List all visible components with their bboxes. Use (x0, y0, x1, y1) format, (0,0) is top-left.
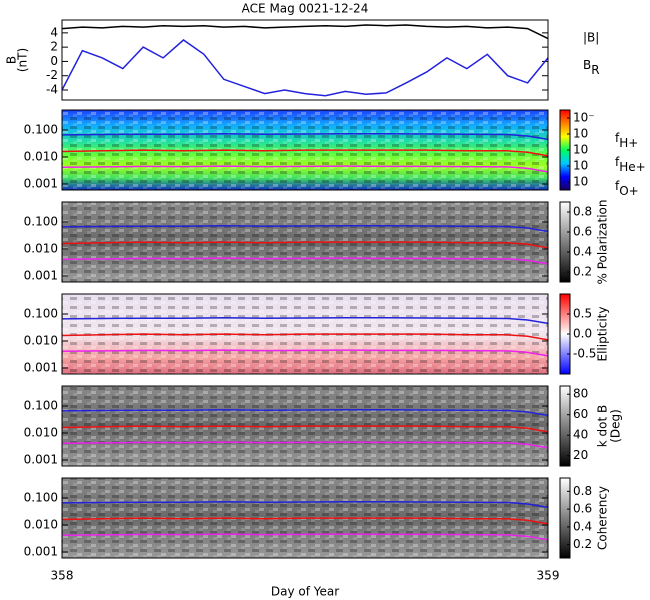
colorbar-label: (Deg) (609, 409, 623, 443)
colorbar-tick-label: 40 (573, 428, 588, 442)
y-tick-label: 0 (50, 54, 58, 68)
y-tick-label: 0.100 (24, 122, 58, 136)
legend-entry: fHe+ (615, 155, 646, 174)
y-tick-label: 0.001 (24, 177, 58, 191)
series-line (61, 149, 549, 157)
series-line (61, 533, 549, 541)
plot-frame (61, 19, 549, 101)
series-line (61, 39, 549, 97)
series-line (61, 224, 549, 233)
chart-title: ACE Mag 0021-12-24 (242, 2, 369, 16)
series-line (61, 316, 549, 325)
legend-entry: fH+ (615, 131, 638, 150)
y-tick-label: 0.100 (24, 490, 58, 504)
colorbar (559, 201, 571, 283)
y-tick-label: -4 (46, 83, 58, 97)
plot-frame (61, 293, 549, 375)
colorbar-tick-label: 0.8 (573, 484, 592, 498)
colorbar-tick-label: -0.5 (573, 347, 596, 361)
y-tick-label: 0.001 (24, 453, 58, 467)
y-axis-label: (nT) (16, 48, 30, 72)
y-tick-label: 0.010 (24, 334, 58, 348)
colorbar-tick-label: 10 (573, 127, 588, 141)
colorbar-tick-label: 0.5 (573, 307, 592, 321)
series-line (61, 517, 549, 525)
colorbar-tick-label: 0.2 (573, 537, 592, 551)
series-line (61, 24, 549, 40)
series-line (61, 333, 549, 341)
series-line (61, 408, 549, 417)
x-tick-label: 359 (537, 569, 560, 583)
colorbar-tick-label: 0.6 (573, 225, 592, 239)
x-tick-label: 358 (51, 569, 74, 583)
y-tick-label: 0.100 (24, 306, 58, 320)
colorbar-tick-label: 60 (573, 407, 588, 421)
colorbar (559, 385, 571, 467)
series-line (61, 257, 549, 265)
colorbar-label: Ellipticity (596, 307, 610, 362)
plot-frame (61, 109, 549, 191)
y-tick-label: 0.010 (24, 426, 58, 440)
series-line (61, 441, 549, 449)
y-tick-label: 0.010 (24, 518, 58, 532)
y-tick-label: 0.001 (24, 269, 58, 283)
y-tick-label: 0.010 (24, 242, 58, 256)
y-tick-label: 0.001 (24, 361, 58, 375)
series-line (61, 241, 549, 249)
colorbar-label: Coherency (596, 486, 610, 550)
series-line (61, 165, 549, 173)
colorbar-label: % Polarization (596, 200, 610, 285)
legend-entry: BR (583, 58, 600, 77)
colorbar-tick-label: 10 (573, 175, 588, 189)
y-tick-label: 0.100 (24, 214, 58, 228)
colorbar-tick-label: 10⁻ (573, 111, 595, 125)
series-line (61, 425, 549, 433)
colorbar-tick-label: 0.8 (573, 205, 592, 219)
y-tick-label: -2 (46, 68, 58, 82)
y-tick-label: 0.100 (24, 398, 58, 412)
series-line (61, 500, 549, 509)
legend-entry: |B| (583, 31, 599, 45)
y-axis-label: B (5, 56, 19, 64)
colorbar-tick-label: 0.4 (573, 519, 592, 533)
legend-entry: fO+ (615, 179, 639, 198)
colorbar-tick-label: 10 (573, 143, 588, 157)
y-tick-label: 4 (50, 25, 58, 39)
plot-frame (61, 477, 549, 559)
plot-frame (61, 201, 549, 283)
colorbar-tick-label: 0.2 (573, 265, 592, 279)
colorbar (559, 477, 571, 559)
x-axis-label: Day of Year (271, 585, 339, 599)
colorbar-tick-label: 10 (573, 159, 588, 173)
y-tick-label: 2 (50, 40, 58, 54)
colorbar-tick-label: 0.6 (573, 502, 592, 516)
colorbar-tick-label: 0.0 (573, 327, 592, 341)
y-tick-label: 0.010 (24, 150, 58, 164)
plot-frame (61, 385, 549, 467)
series-line (61, 132, 549, 141)
colorbar-tick-label: 20 (573, 448, 588, 462)
colorbar-tick-label: 80 (573, 387, 588, 401)
y-tick-label: 0.001 (24, 545, 58, 559)
colorbar-tick-label: 0.4 (573, 245, 592, 259)
colorbar-label: k dot B (596, 405, 610, 447)
series-line (61, 349, 549, 357)
